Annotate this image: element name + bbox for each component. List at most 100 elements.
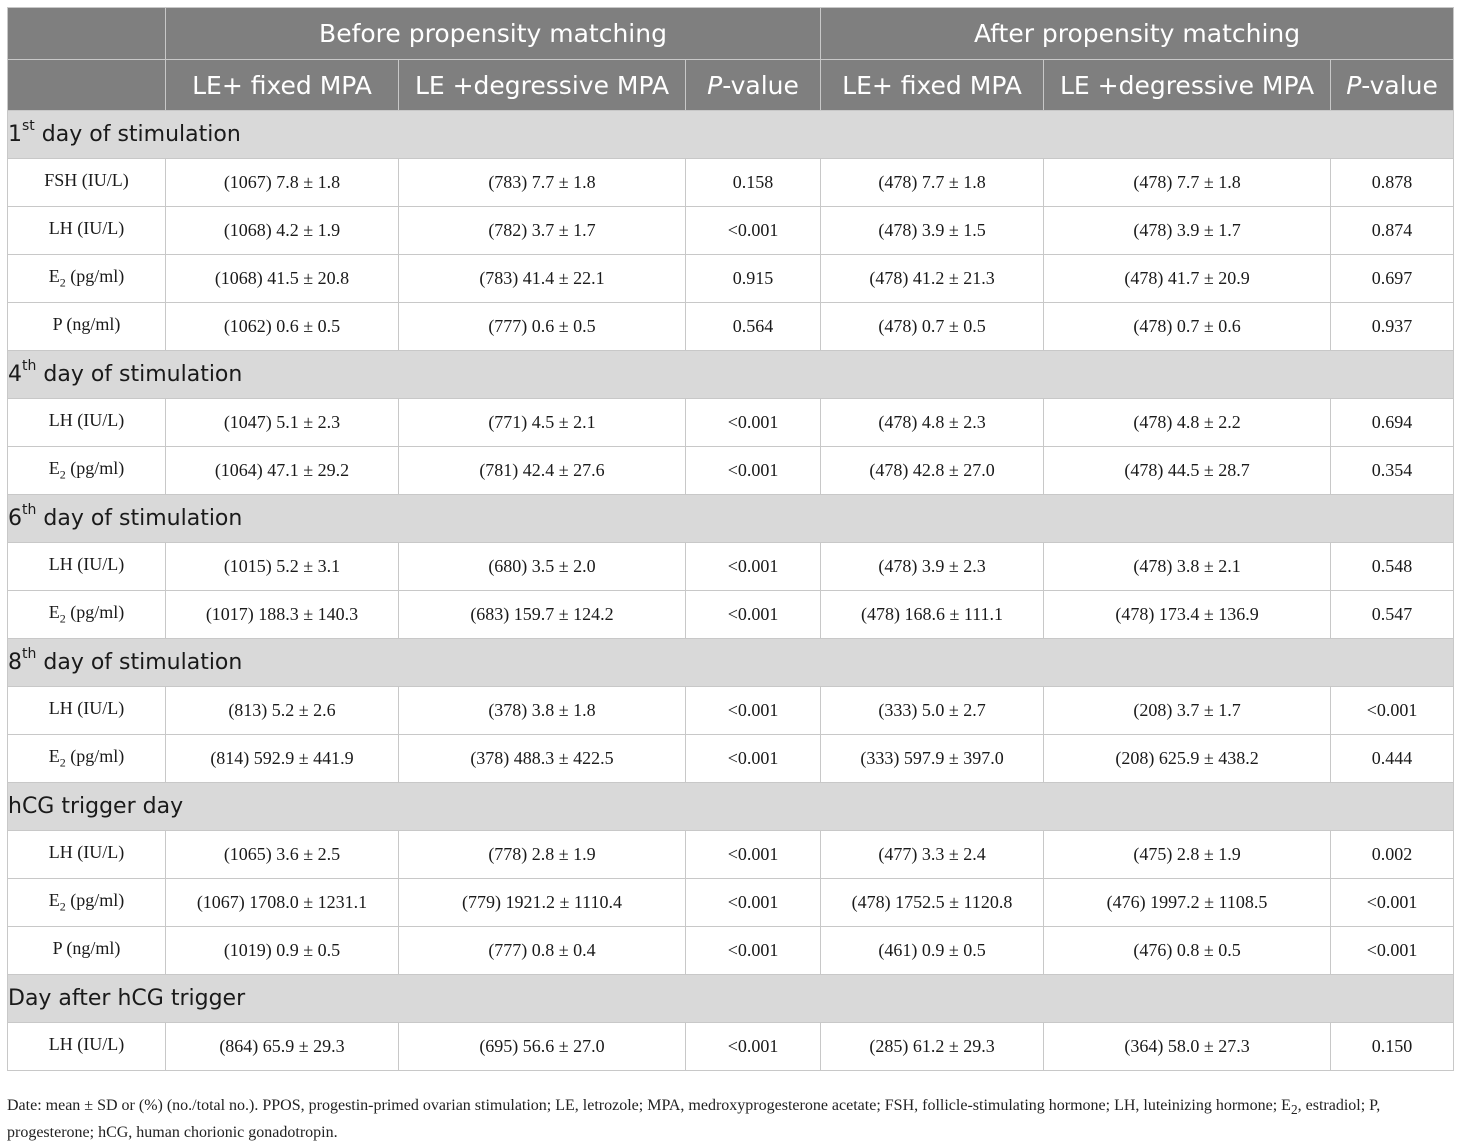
cell-before-fixed: (864) 65.9 ± 29.3 (165, 1022, 399, 1071)
cell-before-fixed: (1062) 0.6 ± 0.5 (165, 302, 399, 351)
row-label: LH (IU/L) (7, 542, 166, 591)
cell-after-pvalue: 0.694 (1330, 398, 1455, 447)
header-group-before: Before propensity matching (164, 7, 822, 60)
section-title-main: hCG trigger day (8, 794, 184, 819)
section-header-row: Day after hCG trigger (6, 974, 1455, 1023)
section-title: hCG trigger day (6, 782, 1455, 831)
row-label: LH (IU/L) (7, 1022, 166, 1071)
header-after-pvalue: P-value (1330, 59, 1455, 111)
header-before-fixed: LE+ fixed MPA (165, 59, 399, 111)
cell-before-pvalue: <0.001 (684, 446, 822, 495)
cell-before-fixed: (814) 592.9 ± 441.9 (165, 734, 399, 783)
cell-before-degressive: (783) 41.4 ± 22.1 (398, 254, 686, 303)
row-label-main: E (48, 602, 60, 623)
cell-before-degressive: (695) 56.6 ± 27.0 (398, 1022, 686, 1071)
footnote-part2: , estradiol; P, progesterone; hCG, human… (7, 1097, 1381, 1142)
row-label-main: P (ng/ml) (52, 938, 121, 959)
cell-after-fixed: (478) 41.2 ± 21.3 (820, 254, 1045, 303)
cell-before-degressive: (683) 159.7 ± 124.2 (398, 590, 686, 639)
table-row: P (ng/ml) (1019) 0.9 ± 0.5 (777) 0.8 ± 0.4… (7, 926, 1455, 975)
row-label-rest: (pg/ml) (65, 602, 125, 623)
pvalue-suffix: -value (722, 70, 799, 100)
footnote-part1: Date: mean ± SD or (%) (no./total no.). … (7, 1097, 1291, 1114)
cell-before-degressive: (680) 3.5 ± 2.0 (398, 542, 686, 591)
cell-after-fixed: (478) 0.7 ± 0.5 (820, 302, 1045, 351)
row-label-main: LH (IU/L) (48, 554, 125, 575)
header-group-after: After propensity matching (820, 7, 1455, 60)
cell-after-fixed: (478) 42.8 ± 27.0 (820, 446, 1045, 495)
cell-after-pvalue: <0.001 (1330, 926, 1455, 975)
cell-before-degressive: (771) 4.5 ± 2.1 (398, 398, 686, 447)
row-label-subscript: 2 (59, 275, 66, 290)
cell-after-fixed: (461) 0.9 ± 0.5 (820, 926, 1045, 975)
cell-after-pvalue: 0.548 (1330, 542, 1455, 591)
cell-before-pvalue: <0.001 (684, 686, 822, 735)
section-title-ordinal: st (22, 117, 35, 134)
section-title-ordinal: th (22, 501, 37, 518)
row-label: E2 (pg/ml) (7, 254, 166, 303)
row-label-main: P (ng/ml) (52, 314, 121, 335)
cell-before-pvalue: <0.001 (684, 878, 822, 927)
cell-after-fixed: (478) 3.9 ± 1.5 (820, 206, 1045, 255)
hormone-table: Before propensity matching After propens… (6, 7, 1455, 1071)
cell-before-pvalue: <0.001 (684, 830, 822, 879)
table-body: 1st day of stimulation FSH (IU/L) (1067) 7… (6, 110, 1455, 1071)
cell-after-degressive: (208) 625.9 ± 438.2 (1043, 734, 1332, 783)
table-row: E2 (pg/ml) (1017) 188.3 ± 140.3 (683) 159.… (7, 590, 1455, 639)
header-row-groups: Before propensity matching After propens… (7, 7, 1455, 60)
section-title-rest: day of stimulation (36, 506, 243, 531)
cell-before-fixed: (1047) 5.1 ± 2.3 (165, 398, 399, 447)
section-title-main: 4 (8, 362, 22, 387)
row-label-subscript: 2 (59, 899, 66, 914)
footnote-sub: 2 (1290, 1102, 1298, 1118)
cell-after-degressive: (478) 44.5 ± 28.7 (1043, 446, 1332, 495)
row-label: LH (IU/L) (7, 830, 166, 879)
cell-before-pvalue: <0.001 (684, 734, 822, 783)
row-label-main: LH (IU/L) (48, 218, 125, 239)
cell-after-degressive: (478) 3.9 ± 1.7 (1043, 206, 1332, 255)
cell-before-pvalue: <0.001 (684, 926, 822, 975)
cell-after-fixed: (478) 168.6 ± 111.1 (820, 590, 1045, 639)
row-label-main: FSH (IU/L) (44, 170, 129, 191)
section-header-row: 4th day of stimulation (6, 350, 1455, 399)
section-header-row: 1st day of stimulation (6, 110, 1455, 159)
section-title: Day after hCG trigger (6, 974, 1455, 1023)
table-row: FSH (IU/L) (1067) 7.8 ± 1.8 (783) 7.7 ± 1.… (7, 158, 1455, 207)
header-corner-cell-2 (7, 59, 166, 111)
row-label-main: E (48, 458, 60, 479)
cell-after-degressive: (478) 173.4 ± 136.9 (1043, 590, 1332, 639)
section-header-row: hCG trigger day (6, 782, 1455, 831)
table-footnote: Date: mean ± SD or (%) (no./total no.). … (7, 1094, 1453, 1144)
row-label-rest: (pg/ml) (65, 266, 125, 287)
pvalue-italic-letter: P (1346, 70, 1362, 100)
cell-before-pvalue: 0.158 (684, 158, 822, 207)
header-before-degressive: LE +degressive MPA (398, 59, 686, 111)
section-title-rest: day of stimulation (34, 122, 241, 147)
row-label: E2 (pg/ml) (7, 446, 166, 495)
row-label-rest: (pg/ml) (65, 890, 125, 911)
cell-after-fixed: (285) 61.2 ± 29.3 (820, 1022, 1045, 1071)
header-row-columns: LE+ fixed MPA LE +degressive MPA P-value… (7, 59, 1455, 111)
row-label: E2 (pg/ml) (7, 878, 166, 927)
table-row: E2 (pg/ml) (814) 592.9 ± 441.9 (378) 488.3… (7, 734, 1455, 783)
row-label-main: LH (IU/L) (48, 410, 125, 431)
section-title-rest: day of stimulation (36, 362, 243, 387)
row-label: P (ng/ml) (7, 302, 166, 351)
cell-before-fixed: (1067) 7.8 ± 1.8 (165, 158, 399, 207)
row-label-main: E (48, 746, 60, 767)
row-label-main: E (48, 890, 60, 911)
header-before-pvalue: P-value (684, 59, 822, 111)
cell-after-degressive: (208) 3.7 ± 1.7 (1043, 686, 1332, 735)
table-row: LH (IU/L) (1047) 5.1 ± 2.3 (771) 4.5 ± 2.1… (7, 398, 1455, 447)
cell-after-pvalue: 0.937 (1330, 302, 1455, 351)
row-label-rest: (pg/ml) (65, 458, 125, 479)
cell-before-fixed: (813) 5.2 ± 2.6 (165, 686, 399, 735)
cell-before-fixed: (1065) 3.6 ± 2.5 (165, 830, 399, 879)
section-title-ordinal: th (22, 645, 37, 662)
section-title-main: 6 (8, 506, 22, 531)
table-row: E2 (pg/ml) (1067) 1708.0 ± 1231.1 (779) 19… (7, 878, 1455, 927)
cell-after-degressive: (476) 0.8 ± 0.5 (1043, 926, 1332, 975)
table-row: LH (IU/L) (1015) 5.2 ± 3.1 (680) 3.5 ± 2.0… (7, 542, 1455, 591)
row-label: E2 (pg/ml) (7, 590, 166, 639)
row-label-subscript: 2 (59, 611, 66, 626)
